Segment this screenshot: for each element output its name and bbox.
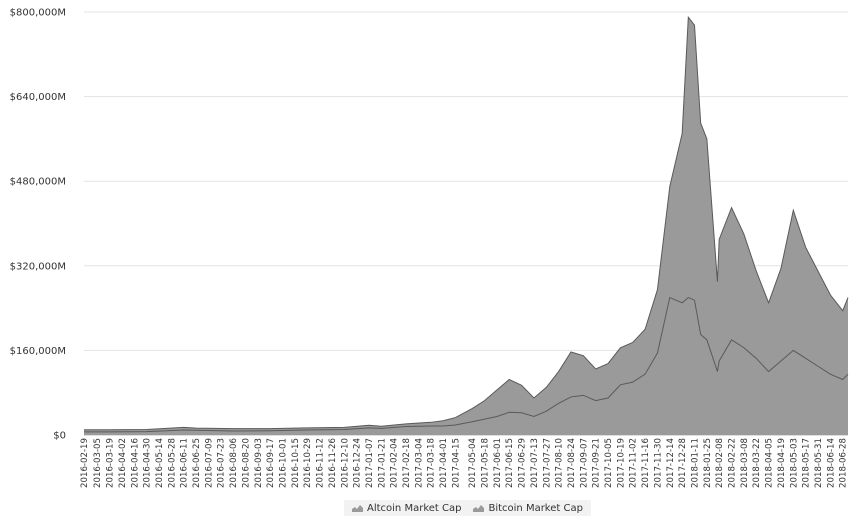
x-tick-label: 2018-03-22 [752, 438, 762, 488]
x-tick-label: 2016-08-20 [241, 438, 251, 488]
x-tick-label: 2016-06-11 [180, 438, 190, 488]
x-tick-label: 2018-05-03 [789, 438, 799, 488]
x-tick-label: 2016-04-02 [118, 438, 128, 488]
x-tick-label: 2016-10-29 [303, 438, 313, 488]
x-tick-label: 2016-03-05 [93, 438, 103, 488]
x-tick-label: 2017-05-04 [468, 438, 478, 488]
x-tick-label: 2017-12-28 [678, 438, 688, 488]
x-tick-label: 2018-04-05 [765, 438, 775, 488]
x-tick-label: 2016-11-12 [316, 438, 326, 488]
x-tick-label: 2017-03-18 [427, 438, 437, 488]
x-tick-label: 2016-03-19 [106, 438, 116, 488]
x-tick-label: 2017-04-01 [439, 438, 449, 488]
x-tick-label: 2018-03-08 [740, 438, 750, 488]
x-tick-label: 2016-05-28 [167, 438, 177, 488]
x-tick-label: 2018-01-25 [703, 438, 713, 488]
x-tick-label: 2016-07-09 [204, 438, 214, 488]
y-axis: $0 $160,000M $320,000M $480,000M $640,000M $8… [10, 8, 66, 442]
x-tick-label: 2016-12-10 [340, 438, 350, 488]
x-tick-label: 2018-06-28 [839, 438, 849, 488]
x-tick-label: 2016-09-17 [266, 438, 276, 488]
series-area-altcoin[interactable] [84, 17, 848, 432]
x-tick-label: 2017-03-04 [414, 438, 424, 488]
x-tick-label: 2017-07-27 [542, 438, 552, 488]
x-tick-label: 2016-11-26 [328, 438, 338, 488]
x-tick-label: 2017-02-18 [402, 438, 412, 488]
x-tick-label: 2016-07-23 [217, 438, 227, 488]
area-series-icon [352, 505, 363, 512]
y-tick-label: $800,000M [10, 8, 66, 19]
legend-label-altcoin: Altcoin Market Cap [367, 502, 462, 514]
series-line-bitcoin [84, 296, 849, 433]
y-tick-label: $0 [53, 431, 66, 442]
series-line-altcoin [84, 15, 849, 431]
area-series-icon [473, 505, 485, 512]
legend-label-bitcoin: Bitcoin Market Cap [488, 502, 583, 514]
x-tick-label: 2017-04-15 [451, 438, 461, 488]
x-tick-label: 2016-04-30 [143, 438, 153, 488]
x-tick-label: 2017-07-13 [530, 438, 540, 488]
x-tick-label: 2018-05-17 [802, 438, 812, 488]
x-tick-label: 2017-10-19 [616, 438, 626, 488]
x-tick-label: 2018-04-19 [777, 438, 787, 488]
y-tick-label: $640,000M [10, 92, 66, 103]
x-tick-label: 2016-02-19 [80, 438, 90, 488]
x-tick-label: 2017-02-04 [390, 438, 400, 488]
x-tick-label: 2017-08-10 [555, 438, 565, 488]
legend-item-bitcoin[interactable]: Bitcoin Market Cap [473, 502, 583, 514]
y-tick-label: $320,000M [10, 261, 66, 272]
series-area-bitcoin[interactable] [84, 297, 848, 435]
x-tick-label: 2016-06-25 [192, 438, 202, 488]
x-tick-label: 2017-10-05 [604, 438, 614, 488]
x-tick-label: 2018-06-14 [826, 438, 836, 488]
x-tick-label: 2017-06-01 [493, 438, 503, 488]
x-tick-label: 2017-06-15 [505, 438, 515, 488]
areas [84, 15, 849, 435]
x-tick-label: 2016-10-15 [291, 438, 301, 488]
x-tick-label: 2017-08-24 [567, 438, 577, 488]
x-tick-label: 2017-12-14 [666, 438, 676, 488]
x-tick-label: 2016-05-14 [155, 438, 165, 488]
x-tick-label: 2018-01-11 [690, 438, 700, 488]
x-tick-label: 2017-05-18 [481, 438, 491, 488]
legend-item-altcoin[interactable]: Altcoin Market Cap [352, 503, 461, 514]
x-tick-label: 2017-11-30 [653, 438, 663, 488]
x-tick-label: 2017-01-07 [365, 438, 375, 488]
x-tick-label: 2017-01-21 [377, 438, 387, 488]
x-tick-label: 2017-11-16 [641, 438, 651, 488]
x-tick-label: 2016-10-01 [278, 438, 288, 488]
y-tick-label: $480,000M [10, 177, 66, 188]
x-tick-label: 2017-09-07 [579, 438, 589, 488]
x-tick-label: 2018-02-08 [715, 438, 725, 488]
x-tick-label: 2017-11-02 [629, 438, 639, 488]
y-tick-label: $160,000M [10, 346, 66, 357]
legend: Altcoin Market Cap Bitcoin Market Cap [344, 500, 591, 516]
x-tick-label: 2017-09-21 [592, 438, 602, 488]
x-tick-label: 2018-05-31 [814, 438, 824, 488]
x-axis: 2016-02-19 2016-03-05 2016-03-19 2016-04-02… [80, 438, 849, 488]
x-tick-label: 2017-06-29 [518, 438, 528, 488]
x-tick-label: 2016-08-06 [229, 438, 239, 488]
x-tick-label: 2016-04-16 [130, 438, 140, 488]
x-tick-label: 2016-09-03 [254, 438, 264, 488]
x-tick-label: 2016-12-24 [353, 438, 363, 488]
x-tick-label: 2018-02-22 [728, 438, 738, 488]
